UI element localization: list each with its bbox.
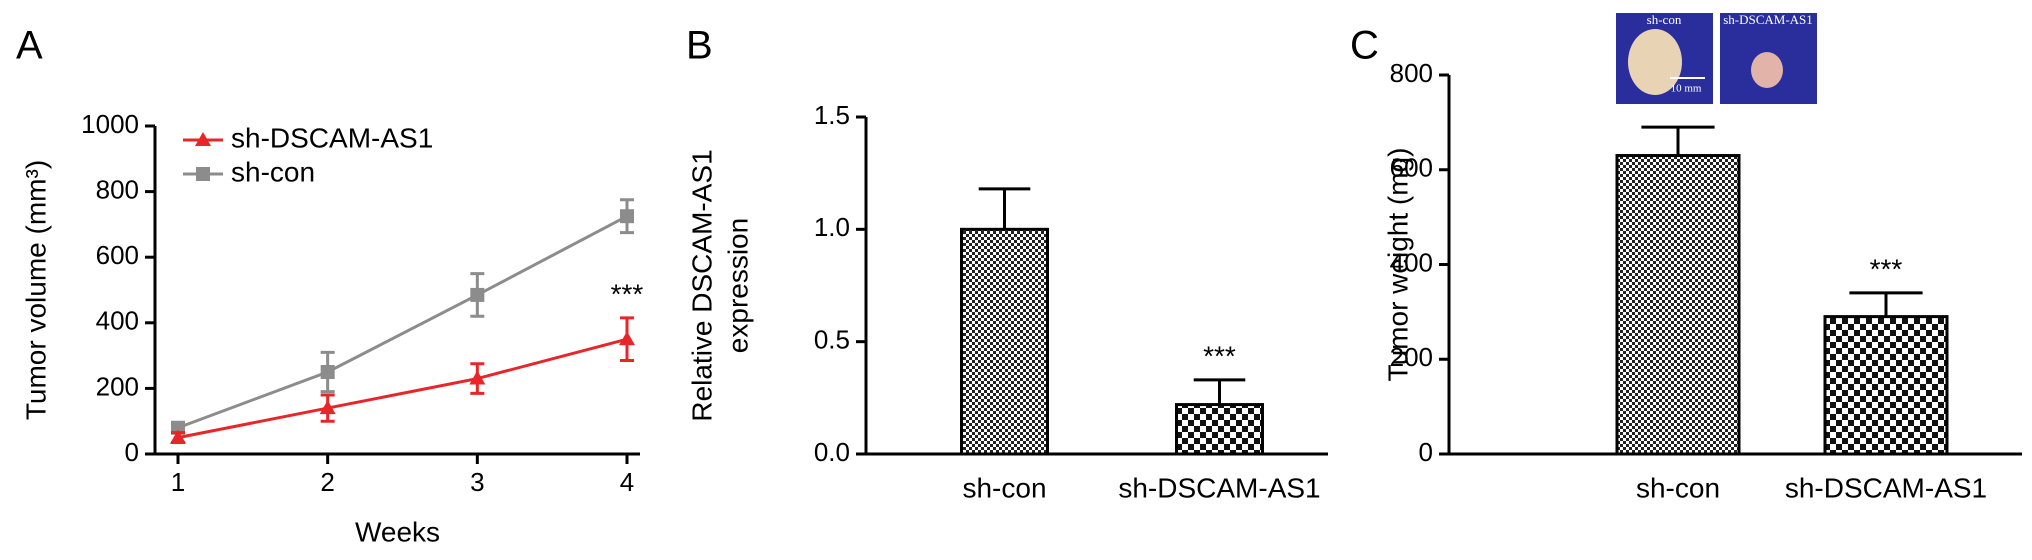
annotation: *** <box>1203 340 1236 371</box>
legend-marker <box>195 132 211 146</box>
y-tick-label: 0.5 <box>814 325 850 355</box>
x-tick-label: sh-DSCAM-AS1 <box>1118 472 1320 503</box>
marker <box>619 331 635 346</box>
y-axis-label: Tumor weight (mg) <box>1382 148 1413 382</box>
line <box>177 214 628 430</box>
panel-label: B <box>686 24 713 68</box>
legend-label: sh-DSCAM-AS1 <box>231 122 433 153</box>
y-tick-label: 1000 <box>81 109 139 139</box>
marker <box>470 287 485 302</box>
inset-label: sh-con <box>1647 12 1682 27</box>
tumor <box>1751 52 1783 88</box>
y-tick-label: 400 <box>1390 247 1433 277</box>
y-tick-label: 800 <box>96 174 139 204</box>
line <box>177 337 628 440</box>
y-tick-label: 0.0 <box>814 437 850 467</box>
legend-label: sh-con <box>231 156 315 187</box>
tumor <box>1628 29 1682 95</box>
bar <box>960 227 1049 456</box>
y-tick-label: 200 <box>1390 342 1433 372</box>
marker <box>320 365 335 379</box>
y-tick-label: 800 <box>1390 58 1433 88</box>
annotation: *** <box>611 278 644 309</box>
bar <box>1615 154 1741 456</box>
x-tick-label: 4 <box>620 467 634 497</box>
legend-marker <box>196 167 210 181</box>
y-tick-label: 1.0 <box>814 212 850 242</box>
y-tick-label: 600 <box>1390 153 1433 183</box>
bar <box>1823 315 1949 456</box>
y-axis-label: expression <box>722 218 753 353</box>
marker <box>469 370 486 385</box>
inset-label: sh-DSCAM-AS1 <box>1723 12 1813 27</box>
x-tick-label: sh-con <box>1636 472 1720 503</box>
marker <box>319 400 336 415</box>
y-tick-label: 200 <box>96 371 139 401</box>
x-axis-label: Weeks <box>355 516 440 547</box>
annotation: *** <box>1870 253 1903 284</box>
x-tick-label: 2 <box>320 467 334 497</box>
scale-label: 10 mm <box>1671 83 1702 95</box>
bar <box>1175 403 1264 456</box>
panel-label: A <box>16 24 43 68</box>
y-tick-label: 600 <box>96 240 139 270</box>
y-axis-label: Relative DSCAM-AS1 <box>686 149 717 421</box>
y-tick-label: 400 <box>96 306 139 336</box>
panel-label: C <box>1350 24 1379 68</box>
x-tick-label: sh-con <box>962 472 1046 503</box>
x-tick-label: 1 <box>171 467 185 497</box>
y-tick-label: 1.5 <box>814 100 850 130</box>
inset-photos: sh-con 10 mm sh-DSCAM-AS1 <box>1616 12 1817 104</box>
y-tick-label: 0 <box>125 437 139 467</box>
y-tick-label: 0 <box>1419 437 1433 467</box>
marker <box>620 209 634 224</box>
marker <box>170 429 186 444</box>
x-tick-label: sh-DSCAM-AS1 <box>1785 472 1987 503</box>
y-axis-label: Tumor volume (mm³) <box>20 160 51 420</box>
x-tick-label: 3 <box>470 467 484 497</box>
